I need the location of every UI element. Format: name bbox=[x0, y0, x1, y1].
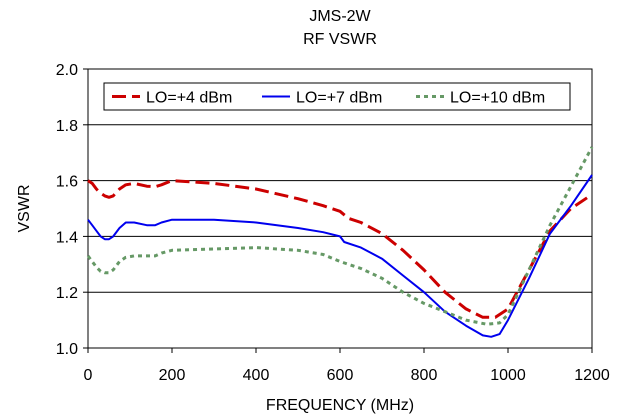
x-tick-label: 400 bbox=[243, 367, 270, 384]
y-tick-label: 1.2 bbox=[56, 285, 78, 302]
x-tick-label: 1000 bbox=[490, 367, 526, 384]
x-tick-label: 600 bbox=[327, 367, 354, 384]
y-axis-label: VSWR bbox=[16, 185, 33, 233]
legend bbox=[103, 82, 571, 111]
x-tick-label: 1200 bbox=[574, 367, 610, 384]
y-tick-label: 1.6 bbox=[56, 174, 78, 191]
series-line-3 bbox=[86, 146, 594, 326]
series-line-2 bbox=[87, 174, 593, 338]
legend-label-3: LO=+10 dBm bbox=[450, 90, 545, 107]
legend-label-2: LO=+7 dBm bbox=[296, 90, 382, 107]
plot-area-frame bbox=[87, 68, 593, 349]
x-tick-label: 200 bbox=[159, 367, 186, 384]
x-tick-label: 0 bbox=[84, 367, 93, 384]
y-tick-label: 1.4 bbox=[56, 229, 78, 246]
y-tick-label: 1.8 bbox=[56, 118, 78, 135]
y-tick-label: 1.0 bbox=[56, 341, 78, 358]
x-tick-label: 800 bbox=[411, 367, 438, 384]
chart-title: JMS-2W bbox=[309, 8, 371, 25]
legend-label-1: LO=+4 dBm bbox=[146, 90, 232, 107]
series-line-1 bbox=[87, 179, 593, 319]
chart-subtitle: RF VSWR bbox=[303, 31, 377, 48]
y-tick-label: 2.0 bbox=[56, 62, 78, 79]
x-axis-label: FREQUENCY (MHz) bbox=[266, 397, 414, 414]
